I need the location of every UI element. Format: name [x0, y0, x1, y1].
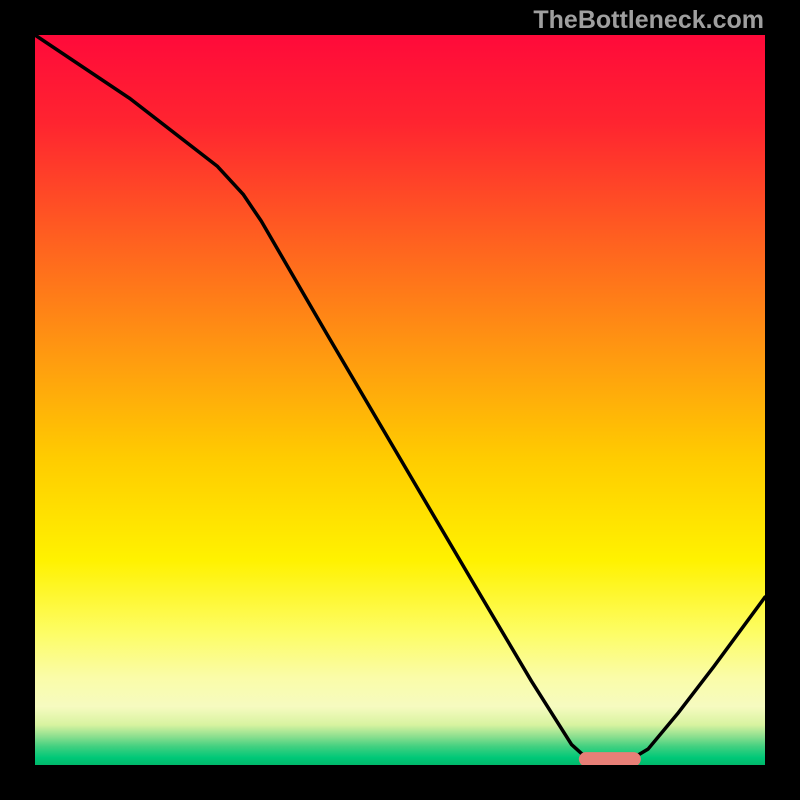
bottleneck-curve — [35, 35, 765, 758]
optimum-marker — [579, 752, 641, 765]
chart-svg — [35, 35, 765, 765]
plot-area — [35, 35, 765, 765]
gradient-background — [35, 35, 765, 765]
chart-frame: TheBottleneck.com — [0, 0, 800, 800]
watermark-text: TheBottleneck.com — [533, 6, 764, 35]
